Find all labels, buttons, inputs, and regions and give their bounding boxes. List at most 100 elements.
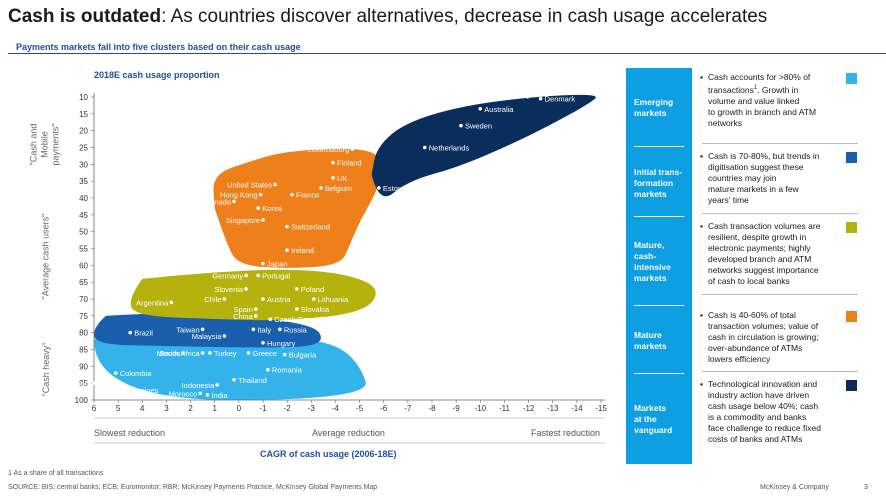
data-label: Turkey <box>214 349 237 358</box>
data-label: Japan <box>267 260 287 269</box>
segment-label-mature: Mature markets <box>634 330 667 351</box>
data-label: Italy <box>257 325 271 334</box>
cluster-vanguard <box>371 94 596 197</box>
scatter-chart: 1015202530354045505560657075808590951006… <box>74 93 608 444</box>
data-point <box>258 192 263 197</box>
data-point <box>261 340 265 345</box>
data-point <box>256 273 260 278</box>
data-label: Poland <box>301 285 324 294</box>
data-point <box>256 206 260 210</box>
data-label: Belgium <box>325 184 352 193</box>
data-point <box>295 287 299 291</box>
data-label: Sweden <box>465 122 492 131</box>
y-tick-label: 35 <box>79 177 88 186</box>
y-tick-label: 45 <box>79 211 88 220</box>
data-point <box>295 307 299 311</box>
data-label: Philippines <box>122 386 159 395</box>
data-label: Colombia <box>120 369 153 378</box>
segment-desc-initial: ▪ Cash is 70-80%, but trends in digitisat… <box>700 151 820 205</box>
data-label: Hong Kong <box>220 191 258 200</box>
data-point <box>253 307 258 311</box>
data-label: Denmark <box>545 95 576 104</box>
y-tick-label: 85 <box>79 346 88 355</box>
x-tick-label: -15 <box>595 404 607 413</box>
data-label: Switzerland <box>291 223 330 232</box>
title-bold: Cash is outdated <box>8 6 162 27</box>
data-point <box>285 248 289 252</box>
data-label: Mexico <box>157 349 181 358</box>
data-point <box>331 160 335 165</box>
segment-label-mature-cash: Mature, cash-intensive markets <box>634 240 671 283</box>
x-tick-label: 1 <box>212 404 217 413</box>
page-subtitle: Payments markets fall into five clusters… <box>16 42 301 52</box>
data-point <box>169 300 174 305</box>
data-point <box>208 351 212 355</box>
data-point <box>232 199 236 204</box>
data-label: Brazil <box>134 329 153 338</box>
segment-desc-emerging: ▪ Cash accounts for >80% of transactions… <box>700 72 817 128</box>
data-label: Finland <box>337 159 362 168</box>
legend-swatch-emerging <box>846 73 857 84</box>
x-tick-label: -11 <box>499 404 511 413</box>
data-point <box>285 224 289 229</box>
y-tick-label: 20 <box>79 127 88 136</box>
x-tick-label: -4 <box>332 404 340 413</box>
segment-label-vanguard: Markets at the vanguard <box>634 403 673 435</box>
data-label: Hungary <box>267 339 296 348</box>
data-point <box>205 393 210 397</box>
data-label: Romania <box>272 366 303 375</box>
data-point <box>282 352 287 357</box>
data-label: Peru <box>75 379 91 388</box>
segment-desc-mature: ▪ Cash is 40-60% of total transaction vol… <box>700 310 819 364</box>
data-point <box>422 145 427 150</box>
cluster-mature <box>213 148 382 268</box>
page-number: 3 <box>864 484 868 491</box>
title-rest: : As countries discover alternatives, de… <box>161 6 768 27</box>
desc-separator <box>702 294 858 295</box>
data-point <box>222 334 227 338</box>
x-tick-label: -7 <box>404 404 412 413</box>
y-tick-label: 10 <box>79 93 88 102</box>
data-point <box>538 96 543 101</box>
data-label: Czech Republic <box>274 315 327 324</box>
segment-label-emerging: Emerging markets <box>634 97 674 118</box>
x-tick-label: -14 <box>571 404 583 413</box>
legend-swatch-mature <box>846 311 857 322</box>
y-tick-label: 30 <box>79 160 88 169</box>
data-point <box>459 123 463 128</box>
data-point <box>244 287 248 291</box>
x-tick-label: -13 <box>547 404 559 413</box>
x-tick-label: 3 <box>164 404 169 413</box>
data-label: Canada <box>205 197 232 206</box>
data-point <box>340 263 345 268</box>
legend-swatch-vanguard <box>846 380 857 391</box>
data-point <box>244 273 248 278</box>
data-label: Bulgaria <box>289 351 317 360</box>
y-tick-label: 90 <box>79 362 88 371</box>
data-point <box>198 391 203 396</box>
data-point <box>278 327 282 332</box>
y-tick-label: 65 <box>79 278 88 287</box>
fastest-reduction-label: Fastest reduction <box>531 428 601 438</box>
data-label: Russia <box>284 325 308 334</box>
data-point <box>261 297 265 301</box>
data-point <box>377 186 381 190</box>
data-point <box>222 297 227 301</box>
data-point <box>268 317 273 322</box>
x-tick-label: -12 <box>523 404 535 413</box>
data-label: Korea <box>262 204 283 213</box>
y-tick-label: 80 <box>79 329 88 338</box>
y-tick-label: 40 <box>79 194 88 203</box>
cluster-emerging <box>94 335 366 400</box>
data-label: Malaysia <box>192 332 222 341</box>
segment-desc-mature-cash: ▪ Cash transaction volumes are resilient,… <box>700 221 821 286</box>
y-tick-label: 100 <box>75 396 89 405</box>
y-tick-label: 15 <box>79 110 88 119</box>
data-point <box>290 192 294 197</box>
desc-separator <box>702 143 858 144</box>
data-point <box>331 176 335 180</box>
data-label: Portugal <box>262 271 290 280</box>
data-label: Netherlands <box>429 144 470 153</box>
y-tick-label: 25 <box>79 144 88 153</box>
data-label: Spain <box>234 305 253 314</box>
